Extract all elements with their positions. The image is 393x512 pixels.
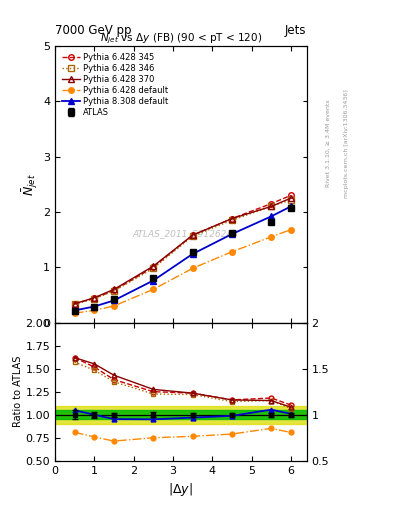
X-axis label: $|\Delta y|$: $|\Delta y|$ — [168, 481, 193, 498]
Pythia 6.428 370 — [288, 195, 293, 201]
Pythia 6.428 346 — [190, 233, 195, 240]
Pythia 6.428 346 — [112, 288, 116, 294]
Title: $N_{jet}$ vs $\Delta y$ (FB) (90 < pT < 120): $N_{jet}$ vs $\Delta y$ (FB) (90 < pT < … — [100, 32, 262, 46]
Y-axis label: Ratio to ATLAS: Ratio to ATLAS — [13, 356, 23, 428]
Pythia 6.428 default — [112, 303, 116, 309]
Legend: Pythia 6.428 345, Pythia 6.428 346, Pythia 6.428 370, Pythia 6.428 default, Pyth: Pythia 6.428 345, Pythia 6.428 346, Pyth… — [59, 50, 171, 120]
Text: Jets: Jets — [285, 24, 307, 37]
Pythia 6.428 346 — [92, 296, 97, 302]
Pythia 8.308 default — [269, 214, 274, 220]
Pythia 6.428 346 — [230, 217, 234, 223]
Pythia 6.428 370 — [190, 232, 195, 238]
Pythia 6.428 370 — [72, 301, 77, 307]
Pythia 6.428 default — [288, 227, 293, 233]
Pythia 6.428 345 — [151, 264, 156, 270]
Text: 7000 GeV pp: 7000 GeV pp — [55, 24, 132, 37]
Pythia 8.308 default — [230, 231, 234, 237]
Pythia 6.428 370 — [151, 263, 156, 269]
Line: Pythia 6.428 345: Pythia 6.428 345 — [72, 193, 294, 307]
Pythia 6.428 345 — [269, 201, 274, 207]
Pythia 8.308 default — [151, 278, 156, 284]
Pythia 6.428 345 — [288, 193, 293, 199]
Pythia 8.308 default — [288, 203, 293, 209]
Pythia 6.428 370 — [92, 294, 97, 301]
Pythia 6.428 default — [92, 307, 97, 313]
Line: Pythia 8.308 default: Pythia 8.308 default — [72, 204, 294, 313]
Pythia 6.428 345 — [190, 232, 195, 238]
Pythia 6.428 345 — [112, 287, 116, 293]
Pythia 6.428 370 — [269, 203, 274, 209]
Text: mcplots.cern.ch [arXiv:1306.3436]: mcplots.cern.ch [arXiv:1306.3436] — [344, 89, 349, 198]
Pythia 6.428 default — [190, 265, 195, 271]
Pythia 6.428 346 — [151, 265, 156, 271]
Pythia 6.428 default — [72, 310, 77, 316]
Text: ATLAS_2011_S9126244: ATLAS_2011_S9126244 — [133, 229, 239, 239]
Pythia 6.428 346 — [269, 203, 274, 209]
Line: Pythia 6.428 346: Pythia 6.428 346 — [72, 197, 294, 307]
Pythia 8.308 default — [72, 307, 77, 313]
Pythia 6.428 346 — [72, 301, 77, 307]
Pythia 8.308 default — [92, 304, 97, 310]
Pythia 6.428 345 — [72, 301, 77, 307]
Pythia 6.428 default — [151, 286, 156, 292]
Line: Pythia 6.428 default: Pythia 6.428 default — [72, 227, 294, 316]
Pythia 8.308 default — [112, 297, 116, 304]
Line: Pythia 6.428 370: Pythia 6.428 370 — [72, 196, 294, 307]
Pythia 6.428 346 — [288, 197, 293, 203]
Y-axis label: $\bar{N}_{jet}$: $\bar{N}_{jet}$ — [21, 173, 40, 196]
Pythia 6.428 370 — [230, 216, 234, 222]
Pythia 6.428 default — [230, 249, 234, 255]
Pythia 6.428 default — [269, 234, 274, 240]
Pythia 6.428 345 — [230, 216, 234, 222]
Text: Rivet 3.1.10, ≥ 3.4M events: Rivet 3.1.10, ≥ 3.4M events — [326, 99, 331, 187]
Pythia 6.428 370 — [112, 286, 116, 292]
Pythia 8.308 default — [190, 251, 195, 257]
Pythia 6.428 345 — [92, 295, 97, 301]
